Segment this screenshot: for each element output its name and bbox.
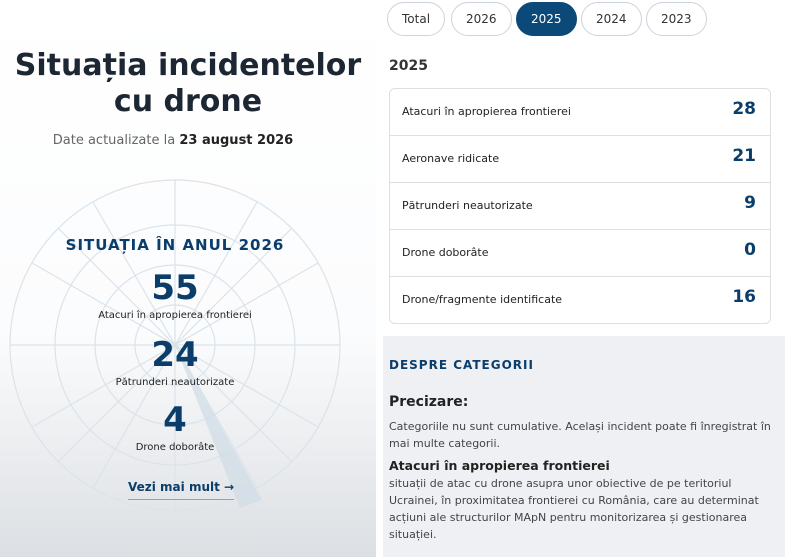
stats-heading: SITUAȚIA ÎN ANUL 2026 <box>65 236 285 254</box>
stat-value: 24 <box>151 335 199 375</box>
note-title: Precizare: <box>389 394 469 410</box>
row-value: 9 <box>744 193 756 213</box>
more-link[interactable]: Vezi mai mult → <box>128 480 235 500</box>
category-title: Atacuri în apropierea frontierei <box>389 458 610 473</box>
update-prefix: Date actualizate la <box>52 133 176 148</box>
radar-background <box>9 179 341 511</box>
category-text: situații de atac cu drone asupra unor ob… <box>389 477 759 541</box>
row-label: Atacuri în apropierea frontierei <box>402 105 571 118</box>
row-label: Aeronave ridicate <box>402 152 500 165</box>
table-row: Pătrunderi neautorizate 9 <box>390 182 770 229</box>
about-section <box>383 336 785 557</box>
row-label: Drone doborâte <box>402 246 489 259</box>
table-row: Drone doborâte 0 <box>390 229 770 276</box>
stat-value: 55 <box>151 268 199 308</box>
left-panel: Situația incidentelor cu drone Date actu… <box>0 0 376 557</box>
row-value: 16 <box>732 287 756 307</box>
row-value: 0 <box>744 240 756 260</box>
update-date: 23 august 2026 <box>179 133 294 148</box>
year-tab[interactable]: 2023 <box>646 2 707 36</box>
stats-table: Atacuri în apropierea frontierei 28 Aerona… <box>389 88 771 324</box>
year-tab[interactable]: Total <box>387 2 446 36</box>
stat-label: Drone doborâte <box>135 442 215 453</box>
row-value: 28 <box>732 99 756 119</box>
table-row: Drone/fragmente identificate 16 <box>390 276 770 323</box>
year-tab[interactable]: 2024 <box>581 2 642 36</box>
table-row: Aeronave ridicate 21 <box>390 135 770 182</box>
row-label: Pătrunderi neautorizate <box>402 199 533 212</box>
year-tab[interactable]: 2026 <box>451 2 512 36</box>
stat-value: 4 <box>163 400 187 440</box>
stat-label: Pătrunderi neautorizate <box>115 377 235 388</box>
table-row: Atacuri în apropierea frontierei 28 <box>390 89 770 135</box>
row-value: 21 <box>732 146 756 166</box>
update-info: Date actualizate la 23 august 2026 <box>0 133 346 148</box>
note-text: Categoriile nu sunt cumulative. Același … <box>389 420 771 450</box>
page-title: Situația incidentelor cu drone <box>14 48 362 119</box>
row-label: Drone/fragmente identificate <box>402 293 563 306</box>
stat-label: Atacuri în apropierea frontierei <box>98 310 252 321</box>
about-heading: DESPRE CATEGORII <box>389 358 534 372</box>
year-heading: 2025 <box>389 58 428 74</box>
year-tab[interactable]: 2025 <box>516 2 577 36</box>
right-panel: Total 2026 2025 2024 2023 2025 Atacuri în ap… <box>383 0 785 557</box>
